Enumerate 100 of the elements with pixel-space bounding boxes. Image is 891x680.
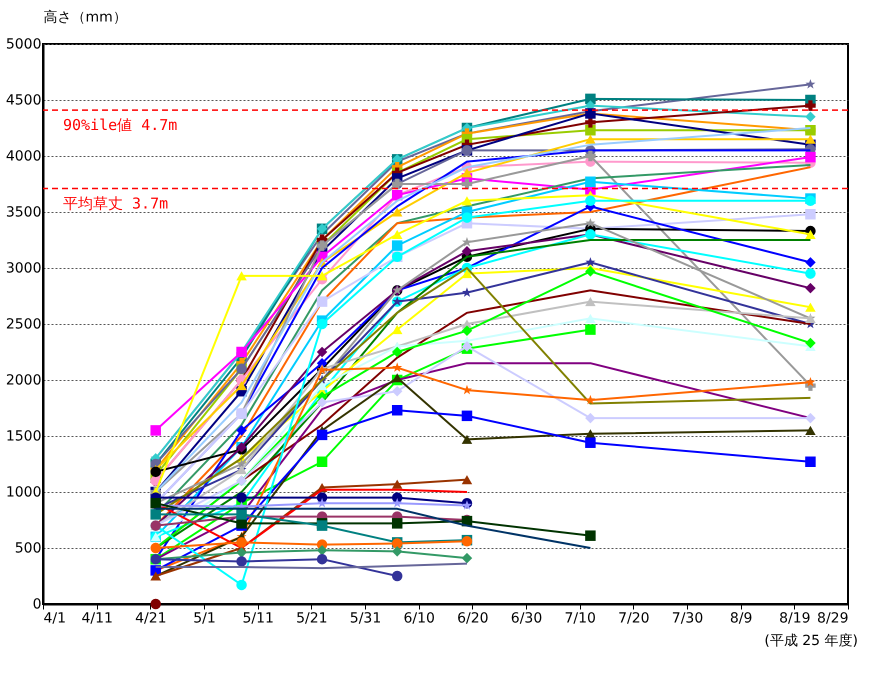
point [585,150,596,162]
x-tick-label: 4/11 [81,610,113,626]
point [392,325,402,334]
point [316,346,328,358]
point [316,296,328,307]
y-tick-label: 0 [32,596,42,612]
y-tick-label: 500 [14,540,42,556]
point [585,176,596,188]
point [462,325,472,336]
y-tick-label: 2500 [6,316,42,332]
point [585,530,596,541]
x-tick-label: 5/31 [350,610,382,626]
point [462,552,472,564]
point [805,338,816,348]
point [462,500,472,510]
point [316,271,328,280]
point [585,437,596,448]
point [316,554,328,564]
y-axis-title: 高さ（mm） [44,10,127,26]
point [805,426,816,435]
y-tick-label: 5000 [6,36,42,52]
point [585,394,596,404]
point [585,257,596,267]
point [316,456,328,468]
x-tick-label: 4/1 [44,610,66,626]
point [392,570,402,582]
point [585,297,596,306]
y-tick-label: 4500 [6,92,42,108]
point [585,134,596,144]
point [805,268,816,279]
point [392,346,402,358]
y-tick-label: 1000 [6,484,42,500]
point [805,412,816,424]
point [150,598,161,610]
point [392,546,402,557]
x-tick-label: 8/19 [779,610,811,626]
x-tick-label: 5/21 [296,610,328,626]
point [392,498,402,508]
point [462,212,472,223]
point [805,302,816,312]
x-tick-label: 7/30 [672,610,704,626]
x-tick-label: 5/11 [242,610,274,626]
x-tick-label: 6/30 [510,610,542,626]
x-tick-label: 4/21 [135,610,167,626]
point [392,207,402,217]
y-tick-label: 4000 [6,148,42,164]
x-tick-label: 7/20 [618,610,650,626]
point [150,425,161,436]
point [805,196,816,206]
point [805,208,816,220]
point [392,386,402,396]
point [805,79,816,89]
point [236,425,247,436]
point [585,196,596,206]
point [462,246,472,256]
point [462,475,472,484]
ref-line-label: 平均草丈 3.7m [63,194,168,212]
point [805,152,816,162]
point [316,430,328,440]
text: (平成 25 年度) [764,633,858,649]
point [392,518,402,529]
point [585,124,596,136]
point [805,282,816,294]
point [805,456,816,468]
point [462,269,472,278]
x-tick-label: 6/10 [403,610,435,626]
point [236,537,247,548]
x-tick-label: 8/9 [730,610,752,626]
point [392,362,402,372]
point [392,373,402,382]
x-tick-label: 7/10 [564,610,596,626]
y-tick-label: 2000 [6,372,42,388]
point [805,376,816,386]
point [236,381,247,390]
point [462,168,472,178]
point [805,257,816,268]
point [392,404,402,416]
point [392,240,402,251]
point [462,287,472,297]
point [316,397,328,408]
point [805,134,816,144]
x-tick-label: 6/20 [457,610,489,626]
point [392,230,402,239]
point [585,314,596,323]
point [392,480,402,489]
x-tick-label: 8/29 [817,610,848,626]
point [585,324,596,335]
point [462,434,472,444]
point [805,230,816,239]
y-tick-label: 3000 [6,260,42,276]
point [805,100,816,111]
point [585,218,596,228]
point [462,196,472,206]
point [236,580,247,590]
ref-line-label: 90%ile値 4.7m [63,116,178,134]
point [317,498,328,508]
point [462,410,472,422]
point [462,236,472,246]
point [585,266,596,277]
point [236,271,247,280]
